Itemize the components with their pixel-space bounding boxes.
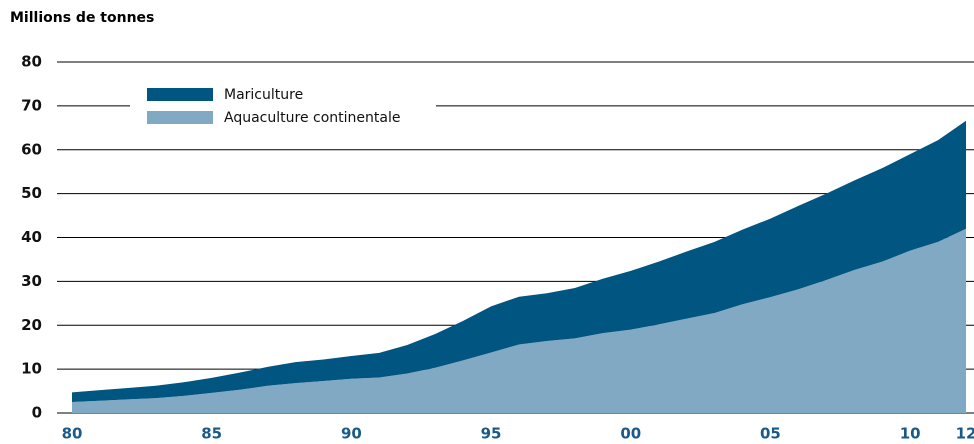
y-tick-label: 60 bbox=[21, 140, 42, 158]
x-tick-label: 10 bbox=[900, 425, 921, 443]
y-tick-label: 80 bbox=[21, 53, 42, 71]
y-tick-label: 20 bbox=[21, 316, 42, 334]
x-tick-label: 95 bbox=[481, 425, 502, 443]
x-tick-label: 85 bbox=[201, 425, 222, 443]
y-tick-label: 10 bbox=[21, 360, 42, 378]
y-tick-label: 30 bbox=[21, 272, 42, 290]
x-tick-label: 00 bbox=[620, 425, 641, 443]
grid bbox=[57, 61, 974, 414]
y-tick-label: 0 bbox=[32, 404, 42, 422]
legend-swatch bbox=[147, 88, 213, 101]
y-tick-label: 70 bbox=[21, 96, 42, 114]
x-tick-label: 80 bbox=[62, 425, 83, 443]
legend-label: Mariculture bbox=[224, 87, 303, 103]
area bbox=[72, 120, 966, 403]
y-tick-label: 40 bbox=[21, 228, 42, 246]
area bbox=[72, 228, 966, 413]
x-tick-label: 12 bbox=[956, 425, 974, 443]
legend-label: Aquaculture continentale bbox=[224, 110, 400, 126]
y-axis-title: Millions de tonnes bbox=[10, 10, 154, 26]
legend-swatch bbox=[147, 111, 213, 124]
x-tick-label: 05 bbox=[760, 425, 781, 443]
x-tick-label: 90 bbox=[341, 425, 362, 443]
y-tick-label: 50 bbox=[21, 184, 42, 202]
